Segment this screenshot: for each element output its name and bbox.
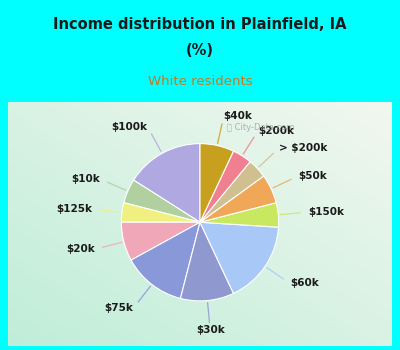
Wedge shape: [200, 162, 264, 222]
Text: $150k: $150k: [308, 207, 344, 217]
Text: > $200k: > $200k: [279, 143, 328, 153]
Text: $75k: $75k: [105, 303, 134, 313]
Wedge shape: [124, 180, 200, 222]
Wedge shape: [200, 203, 279, 227]
Wedge shape: [200, 144, 234, 222]
Text: ⓘ City-Data.com: ⓘ City-Data.com: [227, 123, 294, 132]
Text: Income distribution in Plainfield, IA: Income distribution in Plainfield, IA: [53, 17, 347, 32]
Text: $20k: $20k: [66, 244, 95, 254]
Text: $200k: $200k: [258, 126, 294, 135]
Text: (%): (%): [186, 43, 214, 58]
Text: White residents: White residents: [148, 75, 252, 88]
Wedge shape: [200, 151, 250, 222]
Text: $30k: $30k: [196, 325, 224, 335]
Wedge shape: [134, 144, 200, 222]
Wedge shape: [200, 222, 278, 293]
Text: $60k: $60k: [290, 278, 318, 288]
Text: $50k: $50k: [298, 171, 327, 181]
Wedge shape: [200, 176, 276, 222]
Wedge shape: [180, 222, 234, 301]
Wedge shape: [121, 222, 200, 260]
Text: $10k: $10k: [72, 174, 100, 184]
Wedge shape: [121, 203, 200, 222]
Text: $100k: $100k: [112, 122, 148, 132]
Text: $125k: $125k: [56, 204, 92, 214]
Text: $40k: $40k: [224, 111, 252, 121]
Wedge shape: [131, 222, 200, 299]
